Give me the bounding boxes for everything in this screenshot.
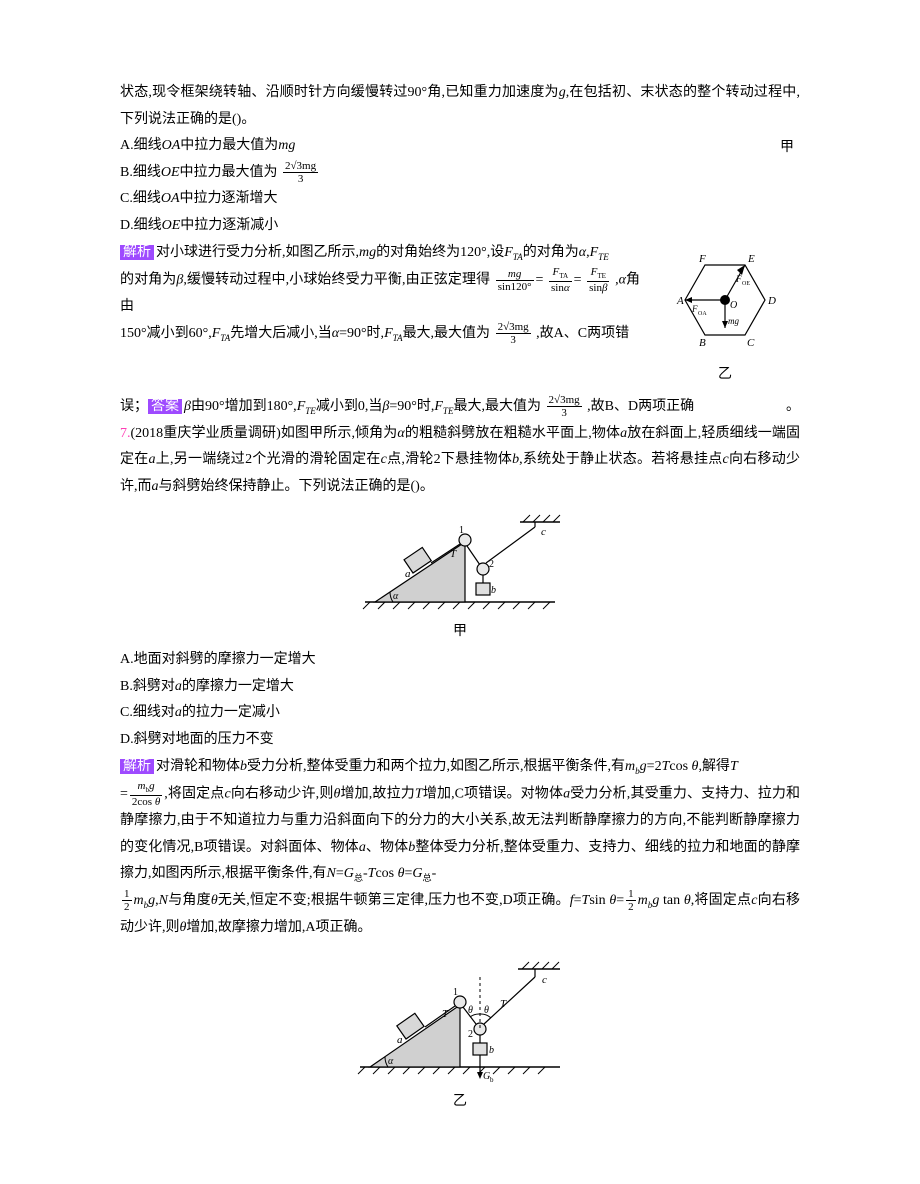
- answer-tag: 答案: [148, 399, 182, 414]
- explanation-1-line3: 150°减小到60°,FTA先增大后减小,当α=90°时,FTA最大,最大值为 …: [120, 321, 800, 348]
- explanation-1: 解析对小球进行受力分析,如图乙所示,mg的对角始终为120°,设FTA的对角为α…: [120, 240, 800, 267]
- option-B: B.细线OE中拉力最大值为 2√3mg 3: [120, 160, 800, 187]
- explanation-2: 解析对滑轮和物体b受力分析,整体受重力和两个拉力,如图乙所示,根据平衡条件,有m…: [120, 754, 800, 781]
- svg-text:a: a: [397, 1034, 403, 1046]
- intro-paragraph: 状态,现令框架绕转轴、沿顺时针方向缓慢转过90°角,已知重力加速度为g,在包括初…: [120, 80, 800, 133]
- intro-text-1: 状态,现令框架绕转轴、沿顺时针方向缓慢转过90°角,已知重力加速度为: [120, 85, 559, 100]
- option2-B: B.斜劈对a的摩擦力一定增大: [120, 674, 800, 701]
- option2-C: C.细线对a的拉力一定减小: [120, 700, 800, 727]
- svg-text:b: b: [491, 585, 496, 596]
- svg-text:α: α: [393, 591, 399, 602]
- svg-text:a: a: [405, 568, 411, 580]
- figure-yi: a α 1 T 2 θ θ T: [120, 947, 800, 1116]
- svg-text:α: α: [388, 1056, 394, 1067]
- explanation-2-line3: 12mbg,N与角度θ无关,恒定不变;根据牛顿第三定律,压力也不变,D项正确。f…: [120, 888, 800, 941]
- option2-A: A.地面对斜劈的摩擦力一定增大: [120, 647, 800, 674]
- question-7: 7.(2018重庆学业质量调研)如图甲所示,倾角为α的粗糙斜劈放在粗糙水平面上,…: [120, 421, 800, 501]
- svg-text:c: c: [542, 974, 547, 986]
- option-A: A.细线OA中拉力最大值为mg: [120, 133, 800, 160]
- svg-text:θ: θ: [484, 1005, 489, 1016]
- explanation-1-line4: 误；答案β由90°增加到180°,FTE减小到0,当β=90°时,FTE最大,最…: [120, 394, 800, 421]
- option-C: C.细线OA中拉力逐渐增大: [120, 186, 800, 213]
- option2-D: D.斜劈对地面的压力不变: [120, 727, 800, 754]
- svg-text:1: 1: [459, 525, 464, 536]
- explanation-tag-2: 解析: [120, 759, 154, 774]
- explanation-tag: 解析: [120, 245, 154, 260]
- figure-jia: 1 2 c b T a: [120, 507, 800, 646]
- svg-text:T: T: [442, 1008, 449, 1020]
- svg-text:c: c: [541, 526, 546, 538]
- svg-text:1: 1: [453, 987, 458, 998]
- svg-text:2: 2: [468, 1029, 473, 1040]
- svg-text:θ: θ: [468, 1005, 473, 1016]
- frac-B: 2√3mg 3: [283, 160, 318, 185]
- explanation-1-line2: 的对角为β,缓慢转动过程中,小球始终受力平衡,由正弦定理得 mgsin120°=…: [120, 266, 800, 321]
- svg-text:T: T: [450, 548, 457, 560]
- var-g: g: [559, 85, 566, 100]
- option-D: D.细线OE中拉力逐渐减小: [120, 213, 800, 240]
- svg-text:T: T: [500, 998, 507, 1010]
- explanation-2-line2: =mbg2cos θ,将固定点c向右移动少许,则θ增加,故拉力T增加,C项错误。…: [120, 780, 800, 888]
- svg-text:b: b: [490, 1076, 494, 1084]
- q7-number: 7.: [120, 426, 131, 441]
- svg-text:b: b: [489, 1045, 494, 1056]
